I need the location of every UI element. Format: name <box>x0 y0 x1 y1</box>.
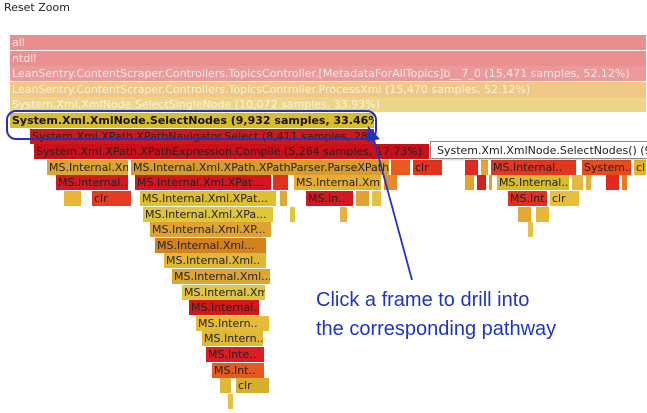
flame-frame[interactable] <box>572 175 584 190</box>
flame-frame[interactable] <box>273 175 289 190</box>
flame-frame[interactable]: System.Xml.XPath.XPathNavigator.Select (… <box>30 129 375 144</box>
annotation-line-1: Click a frame to drill into <box>316 289 530 311</box>
annotation-line-2: the corresponding pathway <box>316 318 557 340</box>
flame-frame[interactable]: System.Xml.XmlNode.SelectSingleNode (10,… <box>10 97 647 112</box>
annotation-callout: Click a frame to drill into the correspo… <box>316 286 616 344</box>
flame-frame[interactable] <box>290 207 296 222</box>
flame-frame[interactable]: all <box>10 35 647 50</box>
flame-frame[interactable]: MS.Internal.Xml.. <box>294 175 382 190</box>
flame-frame[interactable] <box>518 207 532 222</box>
flame-frame[interactable]: MS.Internal.Xml.XPat... <box>140 191 277 206</box>
flame-frame[interactable]: MS.Int.. <box>212 363 265 378</box>
flame-frame[interactable]: clr <box>550 191 580 206</box>
flame-frame[interactable]: MS.Internal.Xml.. <box>164 253 267 268</box>
flame-frame[interactable] <box>528 222 534 237</box>
flame-frame[interactable]: clr <box>634 160 647 175</box>
flame-frame[interactable]: MS.Internal.Xml... <box>155 238 267 253</box>
flame-frame[interactable]: LeanSentry.ContentScraper.Controllers.To… <box>10 82 647 97</box>
flame-frame[interactable]: MS.Internal.Xml... <box>172 269 271 284</box>
flame-frame[interactable] <box>384 175 398 190</box>
flame-frame[interactable]: System.Xml.XmlNode.SelectNodes (9,932 sa… <box>10 113 375 128</box>
flame-frame[interactable] <box>477 175 487 190</box>
flame-frame[interactable]: MS.Internal.Xml.XPa... <box>143 207 274 222</box>
flame-frame[interactable]: MS.Internal.. <box>491 160 577 175</box>
flame-frame[interactable]: MS.Intern.. <box>196 316 270 331</box>
flame-frame[interactable] <box>356 191 370 206</box>
flame-frame[interactable]: LeanSentry.ContentScraper.Controllers.To… <box>10 66 647 81</box>
flame-frame[interactable] <box>372 191 382 206</box>
flame-frame[interactable]: MS.Internal.. <box>56 175 129 190</box>
flame-frame[interactable] <box>228 394 234 409</box>
reset-zoom-button[interactable]: Reset Zoom <box>4 1 70 14</box>
flame-frame[interactable] <box>465 160 479 175</box>
flame-frame[interactable]: MS.Internal.. <box>497 175 570 190</box>
flame-frame[interactable] <box>391 160 411 175</box>
flame-frame[interactable] <box>606 175 620 190</box>
flame-frame[interactable] <box>220 378 232 393</box>
flame-frame[interactable]: MS.Internal.Xml.XPat... <box>135 175 272 190</box>
flame-frame[interactable] <box>489 175 493 190</box>
flame-frame[interactable]: MS.Internal.Xm.. <box>182 285 266 300</box>
flame-frame[interactable] <box>280 191 288 206</box>
flame-frame[interactable]: clr <box>413 160 443 175</box>
flame-frame[interactable]: clr <box>92 191 132 206</box>
flame-frame[interactable] <box>481 160 489 175</box>
flame-frame[interactable] <box>586 175 592 190</box>
flame-frame[interactable]: clr <box>236 378 270 393</box>
flame-frame[interactable]: MS.In.. <box>306 191 354 206</box>
flame-frame[interactable]: MS.Int.. <box>508 191 548 206</box>
flame-frame[interactable]: MS.Inte.. <box>206 347 265 362</box>
flame-frame[interactable] <box>536 207 550 222</box>
frame-tooltip: System.Xml.XmlNode.SelectNodes() (9,932 … <box>430 141 647 159</box>
flame-frame[interactable] <box>465 175 475 190</box>
flame-frame[interactable] <box>340 207 348 222</box>
flame-frame[interactable]: MS.Internal.Xml... <box>47 160 129 175</box>
flame-frame[interactable]: MS.Internal.. <box>189 300 260 315</box>
flame-frame[interactable]: MS.Internal.Xml.XP... <box>150 222 272 237</box>
flame-frame[interactable]: ntdll <box>10 51 647 66</box>
flame-frame[interactable]: System.. <box>582 160 632 175</box>
flame-frame[interactable] <box>64 191 82 206</box>
flame-frame[interactable] <box>622 175 628 190</box>
flame-frame[interactable]: System.Xml.XPath.XPathExpression.Compile… <box>34 144 430 159</box>
flame-frame[interactable]: MS.Intern.. <box>202 331 264 346</box>
flame-frame[interactable]: MS.Internal.Xml.XPath.XPathParser.ParseX… <box>131 160 390 175</box>
